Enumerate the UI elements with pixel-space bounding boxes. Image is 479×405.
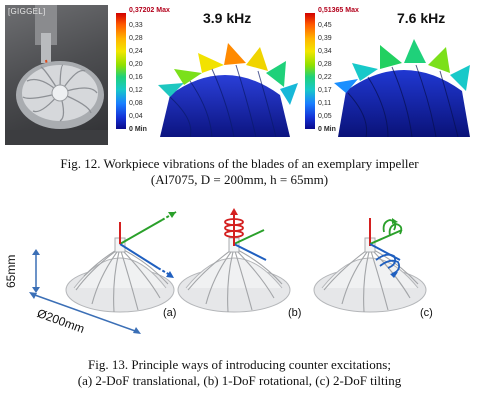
legend-tick: 0,22 [318, 74, 332, 81]
legend-tick: 0,12 [129, 87, 143, 94]
panel-label-b: (b) [288, 307, 302, 319]
impeller-c [313, 218, 427, 313]
legend-tick: 0,39 [318, 35, 332, 42]
panel-label-c: (c) [420, 307, 433, 319]
impeller-a [65, 211, 177, 313]
legend-tick: 0,20 [129, 61, 143, 68]
height-dimension-arrow [32, 249, 40, 293]
caption-line: (Al7075, D = 200mm, h = 65mm) [150, 172, 329, 187]
legend-min-label: 0 Min [129, 126, 147, 133]
impeller-b [177, 208, 291, 313]
photo-source-tag: [GIGGEL] [8, 7, 46, 16]
caption-line: Fig. 12. Workpiece vibrations of the bla… [60, 156, 419, 171]
vibration-simulation-left [158, 43, 298, 137]
panel-label-a: (a) [163, 307, 177, 319]
legend-tick: 0,05 [318, 113, 332, 120]
color-legend-left: 0,37202 Max 0,33 0,28 0,24 0,20 0,16 0,1… [114, 5, 170, 135]
vibration-simulation-right [334, 39, 470, 137]
legend-tick: 0,16 [129, 74, 143, 81]
machining-photo: [GIGGEL] [5, 5, 108, 145]
legend-tick: 0,04 [129, 113, 143, 120]
legend-tick: 0,34 [318, 48, 332, 55]
figure-13-caption: Fig. 13. Principle ways of introducing c… [0, 357, 479, 389]
legend-min-label: 0 Min [318, 126, 336, 133]
caption-line: (a) 2-DoF translational, (b) 1-DoF rotat… [77, 373, 402, 388]
legend-color-bar [305, 13, 315, 129]
legend-tick: 0,17 [318, 87, 332, 94]
caption-line: Fig. 13. Principle ways of introducing c… [88, 357, 391, 372]
color-legend-right: 0,51365 Max 0,45 0,39 0,34 0,28 0,22 0,1… [303, 5, 359, 135]
legend-tick: 0,28 [318, 61, 332, 68]
frequency-label-right: 7.6 kHz [397, 10, 446, 26]
diameter-dimension-arrow [29, 292, 141, 334]
height-dimension-label: 65mm [4, 254, 18, 288]
legend-max-label: 0,37202 Max [129, 7, 170, 14]
legend-color-bar [116, 13, 126, 129]
legend-tick: 0,08 [129, 100, 143, 107]
legend-max-label: 0,51365 Max [318, 7, 359, 14]
legend-tick: 0,24 [129, 48, 143, 55]
frequency-label-left: 3.9 kHz [203, 10, 252, 26]
legend-tick: 0,33 [129, 22, 143, 29]
legend-tick: 0,11 [318, 100, 332, 107]
impeller-photo-drawing [5, 5, 108, 145]
legend-tick: 0,45 [318, 22, 332, 29]
legend-tick: 0,28 [129, 35, 143, 42]
figure-12-caption: Fig. 12. Workpiece vibrations of the bla… [0, 156, 479, 188]
